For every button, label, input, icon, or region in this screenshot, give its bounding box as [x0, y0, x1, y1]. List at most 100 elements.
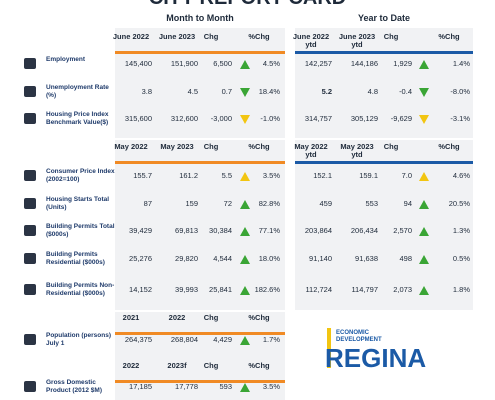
cell: 144,186 [350, 59, 378, 68]
arrow-shape [240, 255, 250, 264]
header-rule [115, 332, 285, 335]
trend-arrow [419, 88, 429, 97]
cell: -8.0% [450, 87, 470, 96]
cell: 72 [223, 199, 232, 208]
arrow-shape [419, 200, 429, 209]
cell: 91,140 [309, 254, 332, 263]
row-label: Building Permits Residential ($000s) [46, 251, 105, 266]
cell: 593 [219, 382, 232, 391]
column-header: June 2022 ytd [292, 32, 330, 49]
arrow-shape [419, 172, 429, 181]
cell: 152.1 [313, 171, 332, 180]
cell: -3,000 [210, 114, 232, 123]
row-label: Population (persons) July 1 [46, 332, 111, 347]
row-label: Housing Starts Total (Units) [46, 196, 110, 211]
row-label: Unemployment Rate (%) [46, 84, 109, 99]
cell: -1.0% [260, 114, 280, 123]
arrow-shape [240, 115, 250, 124]
cell: -0.4 [399, 87, 412, 96]
cell: 17,778 [175, 382, 198, 391]
cell: 69,813 [175, 226, 198, 235]
row-icon [24, 86, 36, 97]
trend-arrow [419, 255, 429, 264]
trend-arrow [240, 200, 250, 209]
trend-arrow [240, 172, 250, 181]
cell: 498 [399, 254, 412, 263]
column-header: %Chg [248, 32, 270, 41]
cell: 206,434 [350, 226, 378, 235]
row-label: Consumer Price Index (2002=100) [46, 168, 115, 183]
arrow-shape [419, 88, 429, 97]
cell: 4.8 [367, 87, 378, 96]
row-label: Employment [46, 56, 86, 63]
arrow-shape [240, 383, 250, 392]
arrow-shape [419, 227, 429, 236]
cell: 3.5% [262, 171, 280, 180]
cell: 4.6% [452, 171, 470, 180]
cell: 114,797 [351, 285, 378, 294]
cell: -3.1% [450, 114, 470, 123]
row-icon [24, 113, 36, 124]
trend-arrow [240, 88, 250, 97]
trend-arrow [419, 60, 429, 69]
row-icon [24, 253, 36, 264]
cell: 82.8% [258, 199, 280, 208]
column-header: Chg [203, 142, 219, 151]
column-bg [295, 140, 473, 310]
trend-arrow [419, 286, 429, 295]
column-header: 2023f [167, 361, 187, 370]
column-bg [295, 28, 473, 138]
cell: 29,820 [175, 254, 198, 263]
header-rule [295, 161, 473, 164]
arrow-shape [240, 172, 250, 181]
cell: 459 [319, 199, 332, 208]
row-icon [24, 381, 36, 392]
column-header: 2022 [168, 313, 186, 322]
logo-line1: ECONOMIC [336, 330, 369, 336]
cell: 4.5 [187, 87, 198, 96]
cell: 1.3% [452, 226, 470, 235]
column-header: May 2022 ytd [294, 142, 328, 159]
cell: 312,600 [170, 114, 198, 123]
column-header: June 2022 [112, 32, 150, 41]
row-icon [24, 225, 36, 236]
trend-arrow [419, 200, 429, 209]
trend-arrow [240, 115, 250, 124]
column-bg [115, 28, 285, 138]
cell: 30,384 [209, 226, 232, 235]
arrow-shape [419, 60, 429, 69]
header-rule [115, 161, 285, 164]
cell: 17,185 [129, 382, 152, 391]
column-header: Chg [203, 313, 219, 322]
cell: 5.2 [321, 87, 332, 96]
cell: 25,276 [129, 254, 152, 263]
arrow-shape [419, 115, 429, 124]
logo-bar [327, 328, 331, 368]
column-header: May 2022 [114, 142, 148, 151]
arrow-shape [240, 336, 250, 345]
arrow-shape [240, 286, 250, 295]
cell: 112,724 [305, 285, 332, 294]
column-header: June 2023 [158, 32, 196, 41]
cell: -9,629 [390, 114, 412, 123]
cell: 159.1 [359, 171, 378, 180]
ytd-header: Year to Date [357, 13, 411, 23]
column-header: %Chg [248, 361, 270, 370]
trend-arrow [240, 255, 250, 264]
cell: 305,129 [350, 114, 378, 123]
cell: 77.1% [258, 226, 280, 235]
cell: 553 [365, 199, 378, 208]
cell: 2,570 [393, 226, 412, 235]
arrow-shape [240, 88, 250, 97]
cell: 1.4% [452, 59, 470, 68]
arrow-shape [419, 255, 429, 264]
cell: 4,429 [213, 335, 232, 344]
column-bg [115, 140, 285, 310]
title: CITY REPORT CARD [0, 0, 495, 8]
row-icon [24, 170, 36, 181]
cell: 18.0% [258, 254, 280, 263]
column-bg [115, 312, 285, 400]
trend-arrow [240, 227, 250, 236]
month-header: Month to Month [166, 13, 234, 23]
